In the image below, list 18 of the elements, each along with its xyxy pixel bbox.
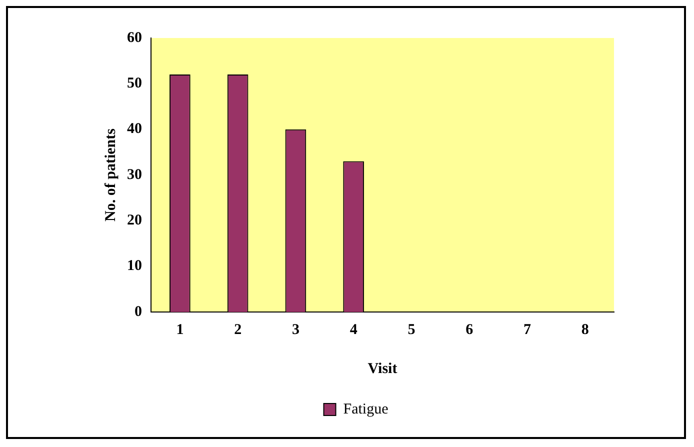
x-tick-label: 1 bbox=[176, 322, 184, 338]
y-tick-label: 50 bbox=[127, 76, 142, 92]
x-tick-label: 5 bbox=[408, 322, 416, 338]
x-tick-label: 7 bbox=[523, 322, 532, 338]
y-tick-label: 0 bbox=[134, 304, 142, 320]
y-tick-label: 20 bbox=[127, 212, 142, 229]
x-tick-label: 2 bbox=[234, 322, 242, 338]
y-tick-label: 60 bbox=[127, 30, 142, 46]
x-tick-label: 6 bbox=[466, 322, 474, 338]
x-tick-label: 3 bbox=[292, 322, 300, 338]
x-axis-title: Visit bbox=[368, 360, 398, 377]
y-tick-label: 10 bbox=[127, 258, 142, 274]
y-axis-title: No. of patients bbox=[102, 128, 119, 222]
legend-label: Fatigue bbox=[343, 401, 389, 418]
y-tick-label: 40 bbox=[127, 121, 142, 138]
x-tick-label: 8 bbox=[581, 322, 589, 338]
x-tick-label: 4 bbox=[350, 322, 358, 338]
y-tick-label: 30 bbox=[127, 166, 142, 183]
